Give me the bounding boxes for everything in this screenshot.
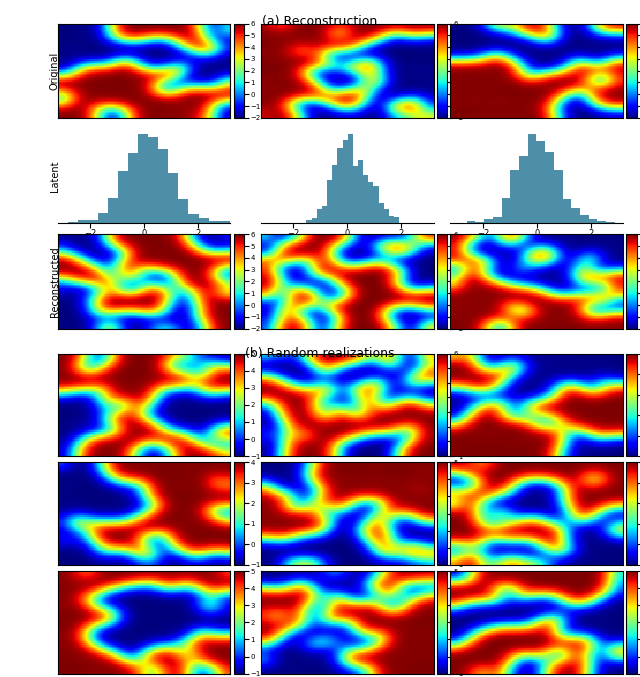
- Y-axis label: Original: Original: [50, 51, 60, 90]
- Bar: [379, 203, 384, 223]
- Bar: [159, 150, 168, 223]
- Bar: [138, 133, 148, 223]
- Bar: [572, 208, 580, 223]
- Bar: [467, 221, 476, 223]
- Text: (b) Random realizations: (b) Random realizations: [245, 347, 395, 359]
- Bar: [563, 199, 572, 223]
- Bar: [554, 170, 563, 223]
- Bar: [79, 219, 88, 223]
- Bar: [148, 137, 159, 223]
- Bar: [597, 221, 606, 223]
- Bar: [342, 139, 348, 223]
- Bar: [218, 221, 228, 223]
- Bar: [589, 219, 597, 223]
- Bar: [493, 217, 502, 223]
- Bar: [374, 186, 379, 223]
- Bar: [307, 220, 312, 223]
- Bar: [363, 175, 368, 223]
- Bar: [519, 156, 528, 223]
- Bar: [536, 141, 545, 223]
- Bar: [484, 219, 493, 223]
- Bar: [545, 152, 554, 223]
- Bar: [332, 165, 337, 223]
- Bar: [353, 167, 358, 223]
- Bar: [476, 222, 484, 223]
- Bar: [394, 217, 399, 223]
- Bar: [198, 218, 209, 223]
- Bar: [189, 214, 198, 223]
- Bar: [317, 209, 322, 223]
- Bar: [337, 148, 342, 223]
- Bar: [606, 222, 615, 223]
- Bar: [348, 133, 353, 223]
- Bar: [129, 153, 138, 223]
- Bar: [312, 218, 317, 223]
- Text: (a) Reconstruction: (a) Reconstruction: [262, 15, 378, 28]
- Bar: [209, 221, 218, 223]
- Bar: [168, 173, 179, 223]
- Bar: [502, 198, 510, 223]
- Bar: [322, 206, 327, 223]
- Bar: [228, 221, 239, 223]
- Bar: [327, 180, 332, 223]
- Bar: [384, 209, 389, 223]
- Bar: [118, 171, 129, 223]
- Bar: [358, 160, 363, 223]
- Bar: [99, 213, 108, 223]
- Bar: [68, 222, 79, 223]
- Bar: [528, 133, 536, 223]
- Bar: [108, 198, 118, 223]
- Bar: [368, 182, 374, 223]
- Bar: [88, 219, 99, 223]
- Bar: [580, 215, 589, 223]
- Y-axis label: Latent: Latent: [50, 160, 60, 192]
- Bar: [179, 198, 189, 223]
- Bar: [510, 170, 519, 223]
- Y-axis label: Reconstructed: Reconstructed: [50, 246, 60, 317]
- Bar: [389, 217, 394, 223]
